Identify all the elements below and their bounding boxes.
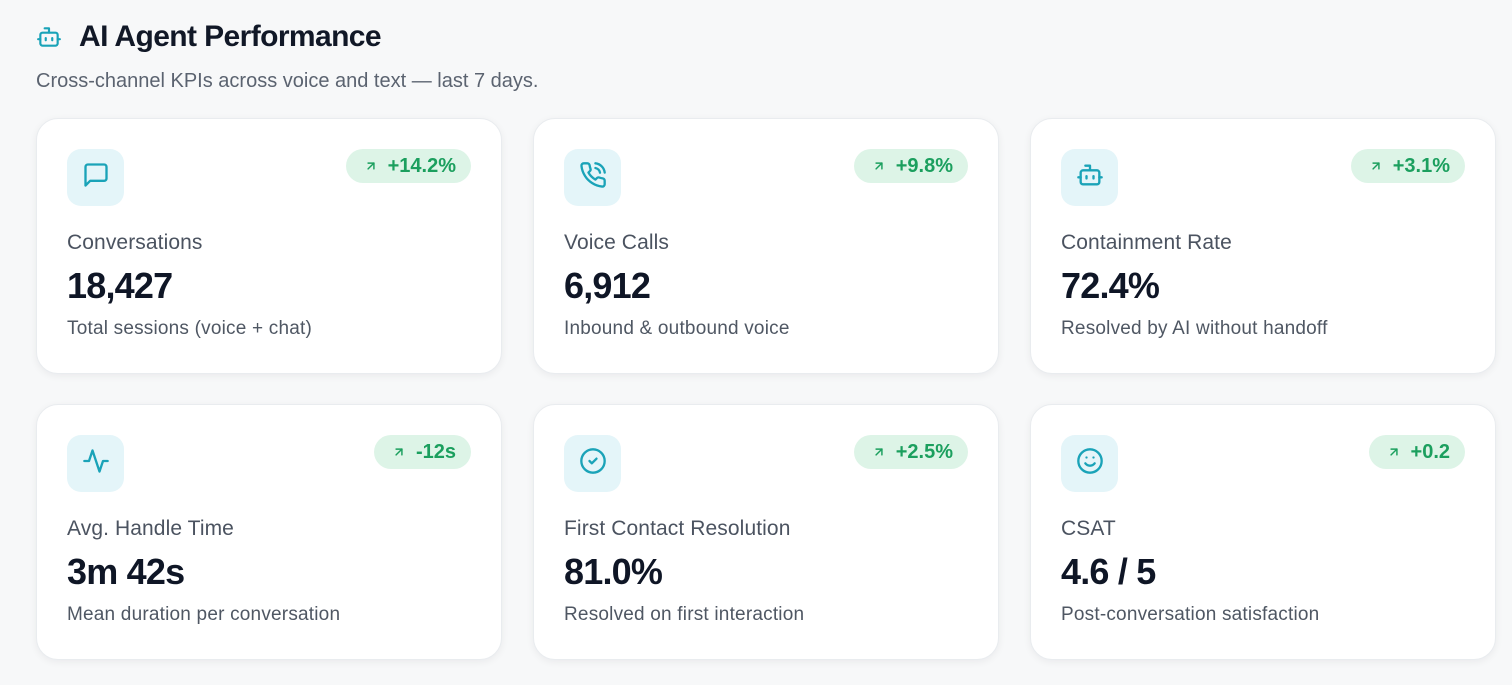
kpi-label: Containment Rate xyxy=(1061,231,1232,254)
kpi-value: 18,427 xyxy=(67,265,173,306)
kpi-label: First Contact Resolution xyxy=(564,517,791,540)
page-header: AI Agent Performance xyxy=(36,20,382,54)
message-square-icon xyxy=(82,161,110,194)
robot-icon xyxy=(1076,161,1104,194)
arrow-up-right-icon xyxy=(364,159,378,173)
arrow-up-right-icon xyxy=(872,159,886,173)
kpi-label: Avg. Handle Time xyxy=(67,517,234,540)
trend-badge: +0.2 xyxy=(1368,435,1465,469)
kpi-card-csat: +0.2 CSAT 4.6 / 5 Post-conversation sati… xyxy=(1030,404,1496,660)
trend-badge: +14.2% xyxy=(345,149,471,183)
kpi-description: Total sessions (voice + chat) xyxy=(67,318,312,339)
arrow-up-right-icon xyxy=(392,445,406,459)
trend-badge: +3.1% xyxy=(1350,149,1465,183)
kpi-icon-box xyxy=(67,435,124,492)
kpi-label: CSAT xyxy=(1061,517,1116,540)
trend-value: +14.2% xyxy=(387,154,456,177)
page-title: AI Agent Performance xyxy=(79,20,382,53)
kpi-icon-box xyxy=(1061,149,1118,206)
kpi-description: Resolved by AI without handoff xyxy=(1061,318,1328,339)
kpi-label: Voice Calls xyxy=(564,231,669,254)
kpi-value: 4.6 / 5 xyxy=(1061,551,1156,592)
kpi-grid: +14.2% Conversations 18,427 Total sessio… xyxy=(36,118,1496,660)
robot-icon xyxy=(36,24,62,50)
kpi-icon-box xyxy=(564,435,621,492)
kpi-label: Conversations xyxy=(67,231,203,254)
activity-icon xyxy=(82,447,110,480)
kpi-value: 81.0% xyxy=(564,551,663,592)
kpi-card-avg-handle-time: -12s Avg. Handle Time 3m 42s Mean durati… xyxy=(36,404,502,660)
trend-badge: +2.5% xyxy=(853,435,968,469)
arrow-up-right-icon xyxy=(1369,159,1383,173)
phone-call-icon xyxy=(579,161,607,194)
check-circle-icon xyxy=(579,447,607,480)
kpi-description: Mean duration per conversation xyxy=(67,604,341,625)
smile-icon xyxy=(1076,447,1104,480)
trend-badge: -12s xyxy=(373,435,471,469)
kpi-value: 72.4% xyxy=(1061,265,1160,306)
page-subtitle: Cross-channel KPIs across voice and text… xyxy=(36,70,539,92)
trend-value: +9.8% xyxy=(895,154,953,177)
kpi-icon-box xyxy=(564,149,621,206)
kpi-value: 6,912 xyxy=(564,265,651,306)
kpi-icon-box xyxy=(67,149,124,206)
kpi-card-containment-rate: +3.1% Containment Rate 72.4% Resolved by… xyxy=(1030,118,1496,374)
kpi-card-conversations: +14.2% Conversations 18,427 Total sessio… xyxy=(36,118,502,374)
arrow-up-right-icon xyxy=(1387,445,1401,459)
trend-value: -12s xyxy=(415,440,456,463)
kpi-card-voice-calls: +9.8% Voice Calls 6,912 Inbound & outbou… xyxy=(533,118,999,374)
kpi-description: Post-conversation satisfaction xyxy=(1061,604,1320,625)
kpi-value: 3m 42s xyxy=(67,551,185,592)
trend-value: +0.2 xyxy=(1410,440,1450,463)
kpi-description: Resolved on first interaction xyxy=(564,604,805,625)
trend-value: +2.5% xyxy=(895,440,953,463)
arrow-up-right-icon xyxy=(872,445,886,459)
kpi-description: Inbound & outbound voice xyxy=(564,318,790,339)
kpi-card-first-contact-resolution: +2.5% First Contact Resolution 81.0% Res… xyxy=(533,404,999,660)
trend-badge: +9.8% xyxy=(853,149,968,183)
kpi-icon-box xyxy=(1061,435,1118,492)
trend-value: +3.1% xyxy=(1392,154,1450,177)
